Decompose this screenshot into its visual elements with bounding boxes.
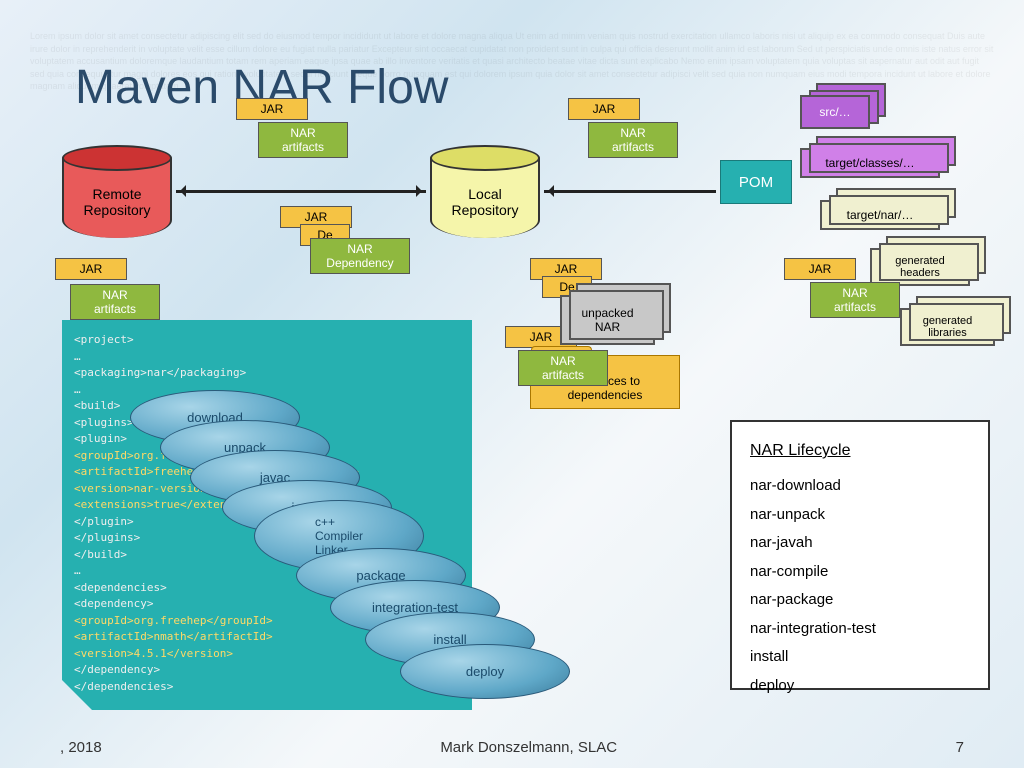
nar-dependency: NAR Dependency — [310, 238, 410, 274]
unpacked-nar-box: unpacked NAR — [560, 295, 655, 345]
nar-artifacts-4: NAR artifacts — [518, 350, 608, 386]
lifecycle-item-7: deploy — [750, 672, 970, 701]
slide-footer: , 2018 Mark Donszelmann, SLAC 7 — [0, 739, 1024, 756]
arrow-local-remote — [176, 190, 426, 193]
lifecycle-item-6: install — [750, 643, 970, 672]
code-l3: <packaging>nar</packaging> — [74, 365, 460, 382]
nar-artifacts-5: NAR artifacts — [810, 282, 900, 318]
nar-lifecycle-panel: NAR Lifecycle nar-download nar-unpack na… — [730, 420, 990, 690]
footer-date: , 2018 — [60, 739, 102, 756]
jar-box-7: JAR — [784, 258, 856, 280]
footer-page: 7 — [956, 739, 964, 756]
lifecycle-item-1: nar-unpack — [750, 501, 970, 530]
nar-artifacts-3: NAR artifacts — [70, 284, 160, 320]
arrow-pom-local — [544, 190, 716, 193]
jar-box-2: JAR — [568, 98, 640, 120]
lifecycle-item-4: nar-package — [750, 586, 970, 615]
code-l22: </dependencies> — [74, 679, 460, 696]
code-l23: … — [74, 695, 460, 712]
pom-box: POM — [720, 160, 792, 204]
target-nar-box: target/nar/… — [820, 200, 940, 230]
nar-artifacts-1: NAR artifacts — [258, 122, 348, 158]
footer-author: Mark Donszelmann, SLAC — [440, 739, 617, 756]
local-repository-cylinder: Local Repository — [430, 145, 540, 238]
lifecycle-title: NAR Lifecycle — [750, 436, 970, 466]
code-l1: <project> — [74, 332, 460, 349]
lifecycle-item-3: nar-compile — [750, 558, 970, 587]
target-classes-box: target/classes/… — [800, 148, 940, 178]
remote-repository-cylinder: Remote Repository — [62, 145, 172, 238]
lifecycle-item-5: nar-integration-test — [750, 615, 970, 644]
generated-headers-box: generated headers — [870, 248, 970, 286]
generated-libraries-box: generated libraries — [900, 308, 995, 346]
lifecycle-item-0: nar-download — [750, 472, 970, 501]
code-l2: … — [74, 349, 460, 366]
lifecycle-item-2: nar-javah — [750, 529, 970, 558]
jar-box-1: JAR — [236, 98, 308, 120]
src-box: src/… — [800, 95, 870, 129]
nar-artifacts-2: NAR artifacts — [588, 122, 678, 158]
ellipse-deploy: deploy — [400, 644, 570, 699]
jar-box-4: JAR — [55, 258, 127, 280]
